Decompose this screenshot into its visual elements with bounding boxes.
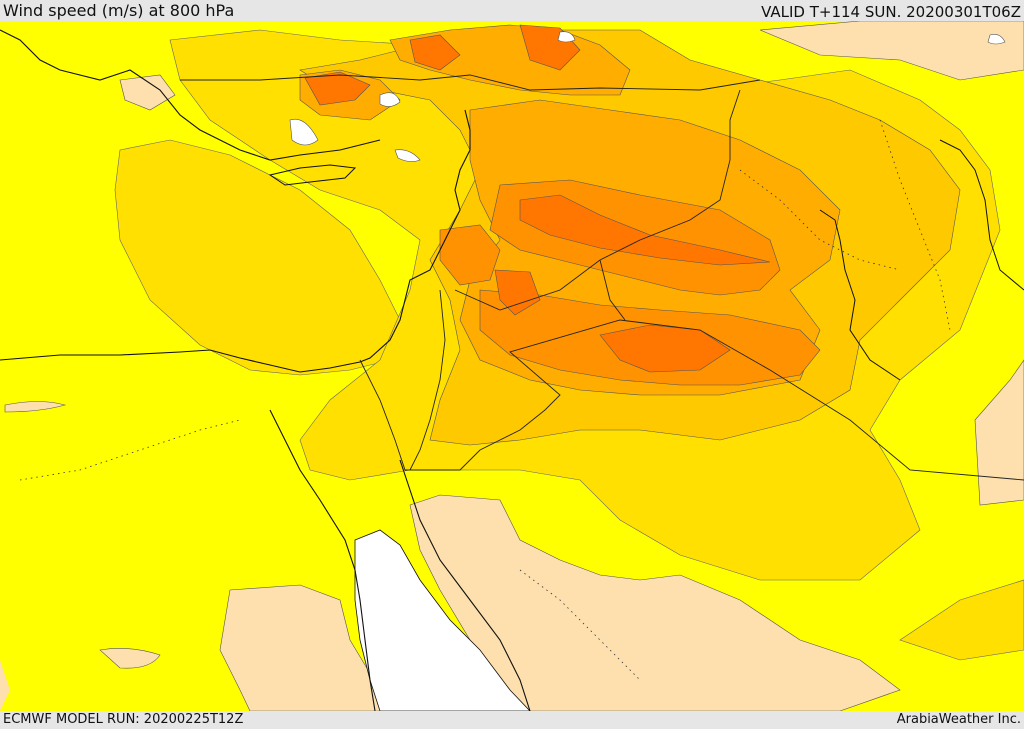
coastline-red-sea-east	[399, 459, 531, 711]
low-wind-patch-1	[99, 648, 161, 669]
coastline-iran	[939, 139, 1024, 291]
border-saudi-north	[359, 319, 1024, 481]
footer-bar: ECMWF MODEL RUN: 20200225T12Z ArabiaWeat…	[0, 711, 1024, 729]
wind-jet-turkey-1	[304, 71, 371, 106]
coastline-gulf	[819, 209, 901, 381]
header-bar: Wind speed (m/s) at 800 hPa VALID T+114 …	[0, 0, 1024, 21]
map-title: Wind speed (m/s) at 800 hPa	[3, 1, 235, 20]
coastline-mediterranean	[0, 109, 471, 373]
calm-patch-2	[379, 92, 401, 107]
wind-speed-map[interactable]	[0, 21, 1024, 711]
calm-patch-5	[987, 34, 1006, 45]
border-turkey-south	[180, 74, 761, 91]
wind-jet-syria	[494, 269, 541, 316]
wind-patch-lebanon	[439, 224, 501, 286]
dotted-admin-3	[519, 569, 641, 681]
map-svg	[0, 21, 1024, 711]
low-wind-area-caspian	[759, 21, 1024, 81]
low-wind-area-gulf	[974, 359, 1024, 506]
low-wind-patch-3	[0, 660, 10, 711]
low-wind-patch-2	[4, 401, 67, 413]
calm-patch-3	[394, 149, 421, 162]
model-run: ECMWF MODEL RUN: 20200225T12Z	[3, 712, 244, 727]
wind-jet-north	[519, 194, 771, 266]
coastline-cyprus	[268, 164, 357, 186]
valid-time: VALID T+114 SUN. 20200301T06Z	[761, 3, 1021, 21]
credit: ArabiaWeather Inc.	[896, 712, 1021, 727]
coastline-red-sea-west	[269, 409, 376, 711]
border-jordan-iraq	[599, 259, 626, 321]
wind-band-mediterranean	[114, 139, 401, 376]
wind-jet-south	[599, 324, 731, 373]
red-sea-calm	[354, 529, 531, 711]
low-wind-patch-4	[119, 74, 176, 111]
wind-band-southeast	[899, 579, 1024, 661]
dotted-admin-2	[739, 169, 901, 271]
coastline-turkey	[0, 29, 381, 161]
border-syria-iraq	[454, 89, 741, 311]
wind-jet-turkey-3	[409, 34, 461, 71]
dotted-admin-4	[879, 119, 951, 331]
calm-patch-4	[557, 31, 576, 43]
calm-patch-1	[289, 118, 319, 146]
border-jordan-west	[409, 289, 446, 471]
